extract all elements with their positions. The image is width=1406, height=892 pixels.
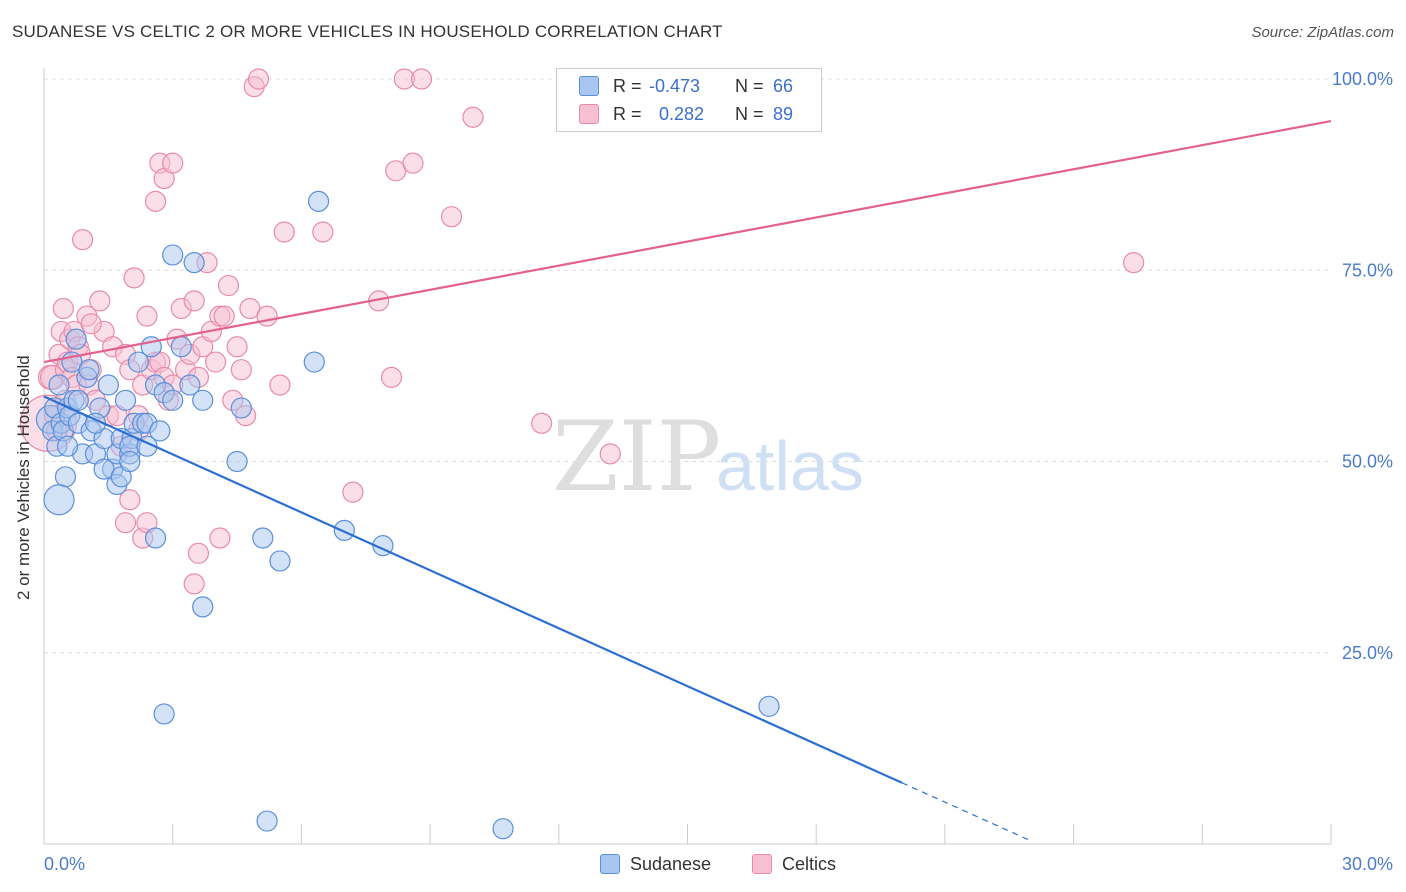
celtics-point [183,573,205,595]
celtics-point [144,190,167,212]
celtics-point [410,68,433,90]
y-tick-label: 100.0% [1332,69,1393,89]
celtics-point [217,274,240,297]
sudanese-point [170,336,192,358]
legend-n-value: 89 [773,104,794,124]
sudanese-point [153,703,175,725]
sudanese-trend-line [43,395,903,784]
celtics-point [123,267,145,289]
celtics-swatch [579,104,599,124]
celtics-point [440,206,463,228]
sudanese-point [67,389,89,411]
celtics-legend-swatch [752,854,772,874]
celtics-point [89,290,111,312]
sudanese-point [43,484,75,516]
chart-title: SUDANESE VS CELTIC 2 OR MORE VEHICLES IN… [12,22,723,41]
sudanese-point [192,389,214,411]
sudanese-legend-swatch [600,854,620,874]
celtics-trend-line [43,119,1332,364]
celtics-point [269,374,291,396]
celtics-point [226,336,248,358]
celtics-point [213,305,235,327]
y-tick-label: 50.0% [1342,452,1393,472]
bottom-legend-sudanese: Sudanese [600,852,711,876]
celtics-legend-label: Celtics [782,854,837,874]
legend-r-value: -0.473 [649,76,701,96]
celtics-point [462,106,484,128]
celtics-point [80,313,102,335]
sudanese-point [492,818,514,840]
sudanese-point [269,550,291,572]
sudanese-point [758,695,780,717]
sudanese-point [97,374,119,396]
legend-n-label: N = [735,104,764,124]
sudanese-point [119,450,141,473]
celtics-point [273,221,295,243]
celtics-point [402,152,424,174]
sudanese-point [149,420,171,442]
legend-r-value: 0.282 [659,104,705,124]
y-tick-label: 75.0% [1342,260,1393,280]
celtics-point [187,542,210,564]
chart-source: Source: ZipAtlas.com [1251,24,1394,41]
stats-legend: R = -0.473 N = 66 R = 0.282 N = 89 [556,68,822,132]
sudanese-trend-extension [901,782,1031,842]
watermark-zip: ZIP [552,401,721,513]
sudanese-point [162,244,184,266]
celtics-point [599,443,621,465]
sudanese-point [183,252,205,274]
sudanese-point [192,596,214,618]
celtics-point [205,351,227,373]
legend-r-label: R = [613,76,642,96]
celtics-point [247,68,270,90]
sudanese-point [252,527,274,549]
celtics-point [1123,252,1145,274]
celtics-point [312,221,334,243]
sudanese-point [54,466,77,488]
sudanese-swatch [579,76,599,96]
sudanese-point [307,190,330,212]
celtics-point [72,229,94,251]
sudanese-point [333,519,355,541]
celtics-point [136,305,158,327]
y-axis-title: 2 or more Vehicles in Household [14,355,33,600]
celtics-point [342,481,364,503]
celtics-point [256,305,278,327]
sudanese-point [162,389,184,411]
celtics-point [183,290,205,312]
legend-r-label: R = [613,104,642,124]
sudanese-point [226,450,248,473]
sudanese-point [65,328,87,350]
celtics-point [114,512,137,534]
legend-n-label: N = [735,76,764,96]
bottom-legend-celtics: Celtics [752,852,836,876]
sudanese-point [256,810,278,832]
x-tick-label: 30.0% [1342,854,1393,874]
sudanese-point [179,374,201,396]
y-tick-label: 25.0% [1342,643,1393,663]
celtics-point [162,152,184,174]
celtics-point [230,359,252,381]
sudanese-point [144,527,167,549]
sudanese-point [127,351,149,373]
sudanese-point [230,397,252,419]
celtics-point [119,489,141,511]
celtics-point [52,297,74,320]
sudanese-point [78,359,100,381]
watermark-atlas: atlas [716,427,864,505]
x-tick-label: 0.0% [44,854,85,874]
sudanese-point [114,389,137,411]
celtics-point [209,527,231,549]
sudanese-point [56,435,79,457]
sudanese-point [48,374,70,396]
sudanese-point [303,351,325,373]
sudanese-legend-label: Sudanese [630,854,712,874]
celtics-point [531,412,553,434]
celtics-point [380,366,403,388]
legend-n-value: 66 [773,76,794,96]
